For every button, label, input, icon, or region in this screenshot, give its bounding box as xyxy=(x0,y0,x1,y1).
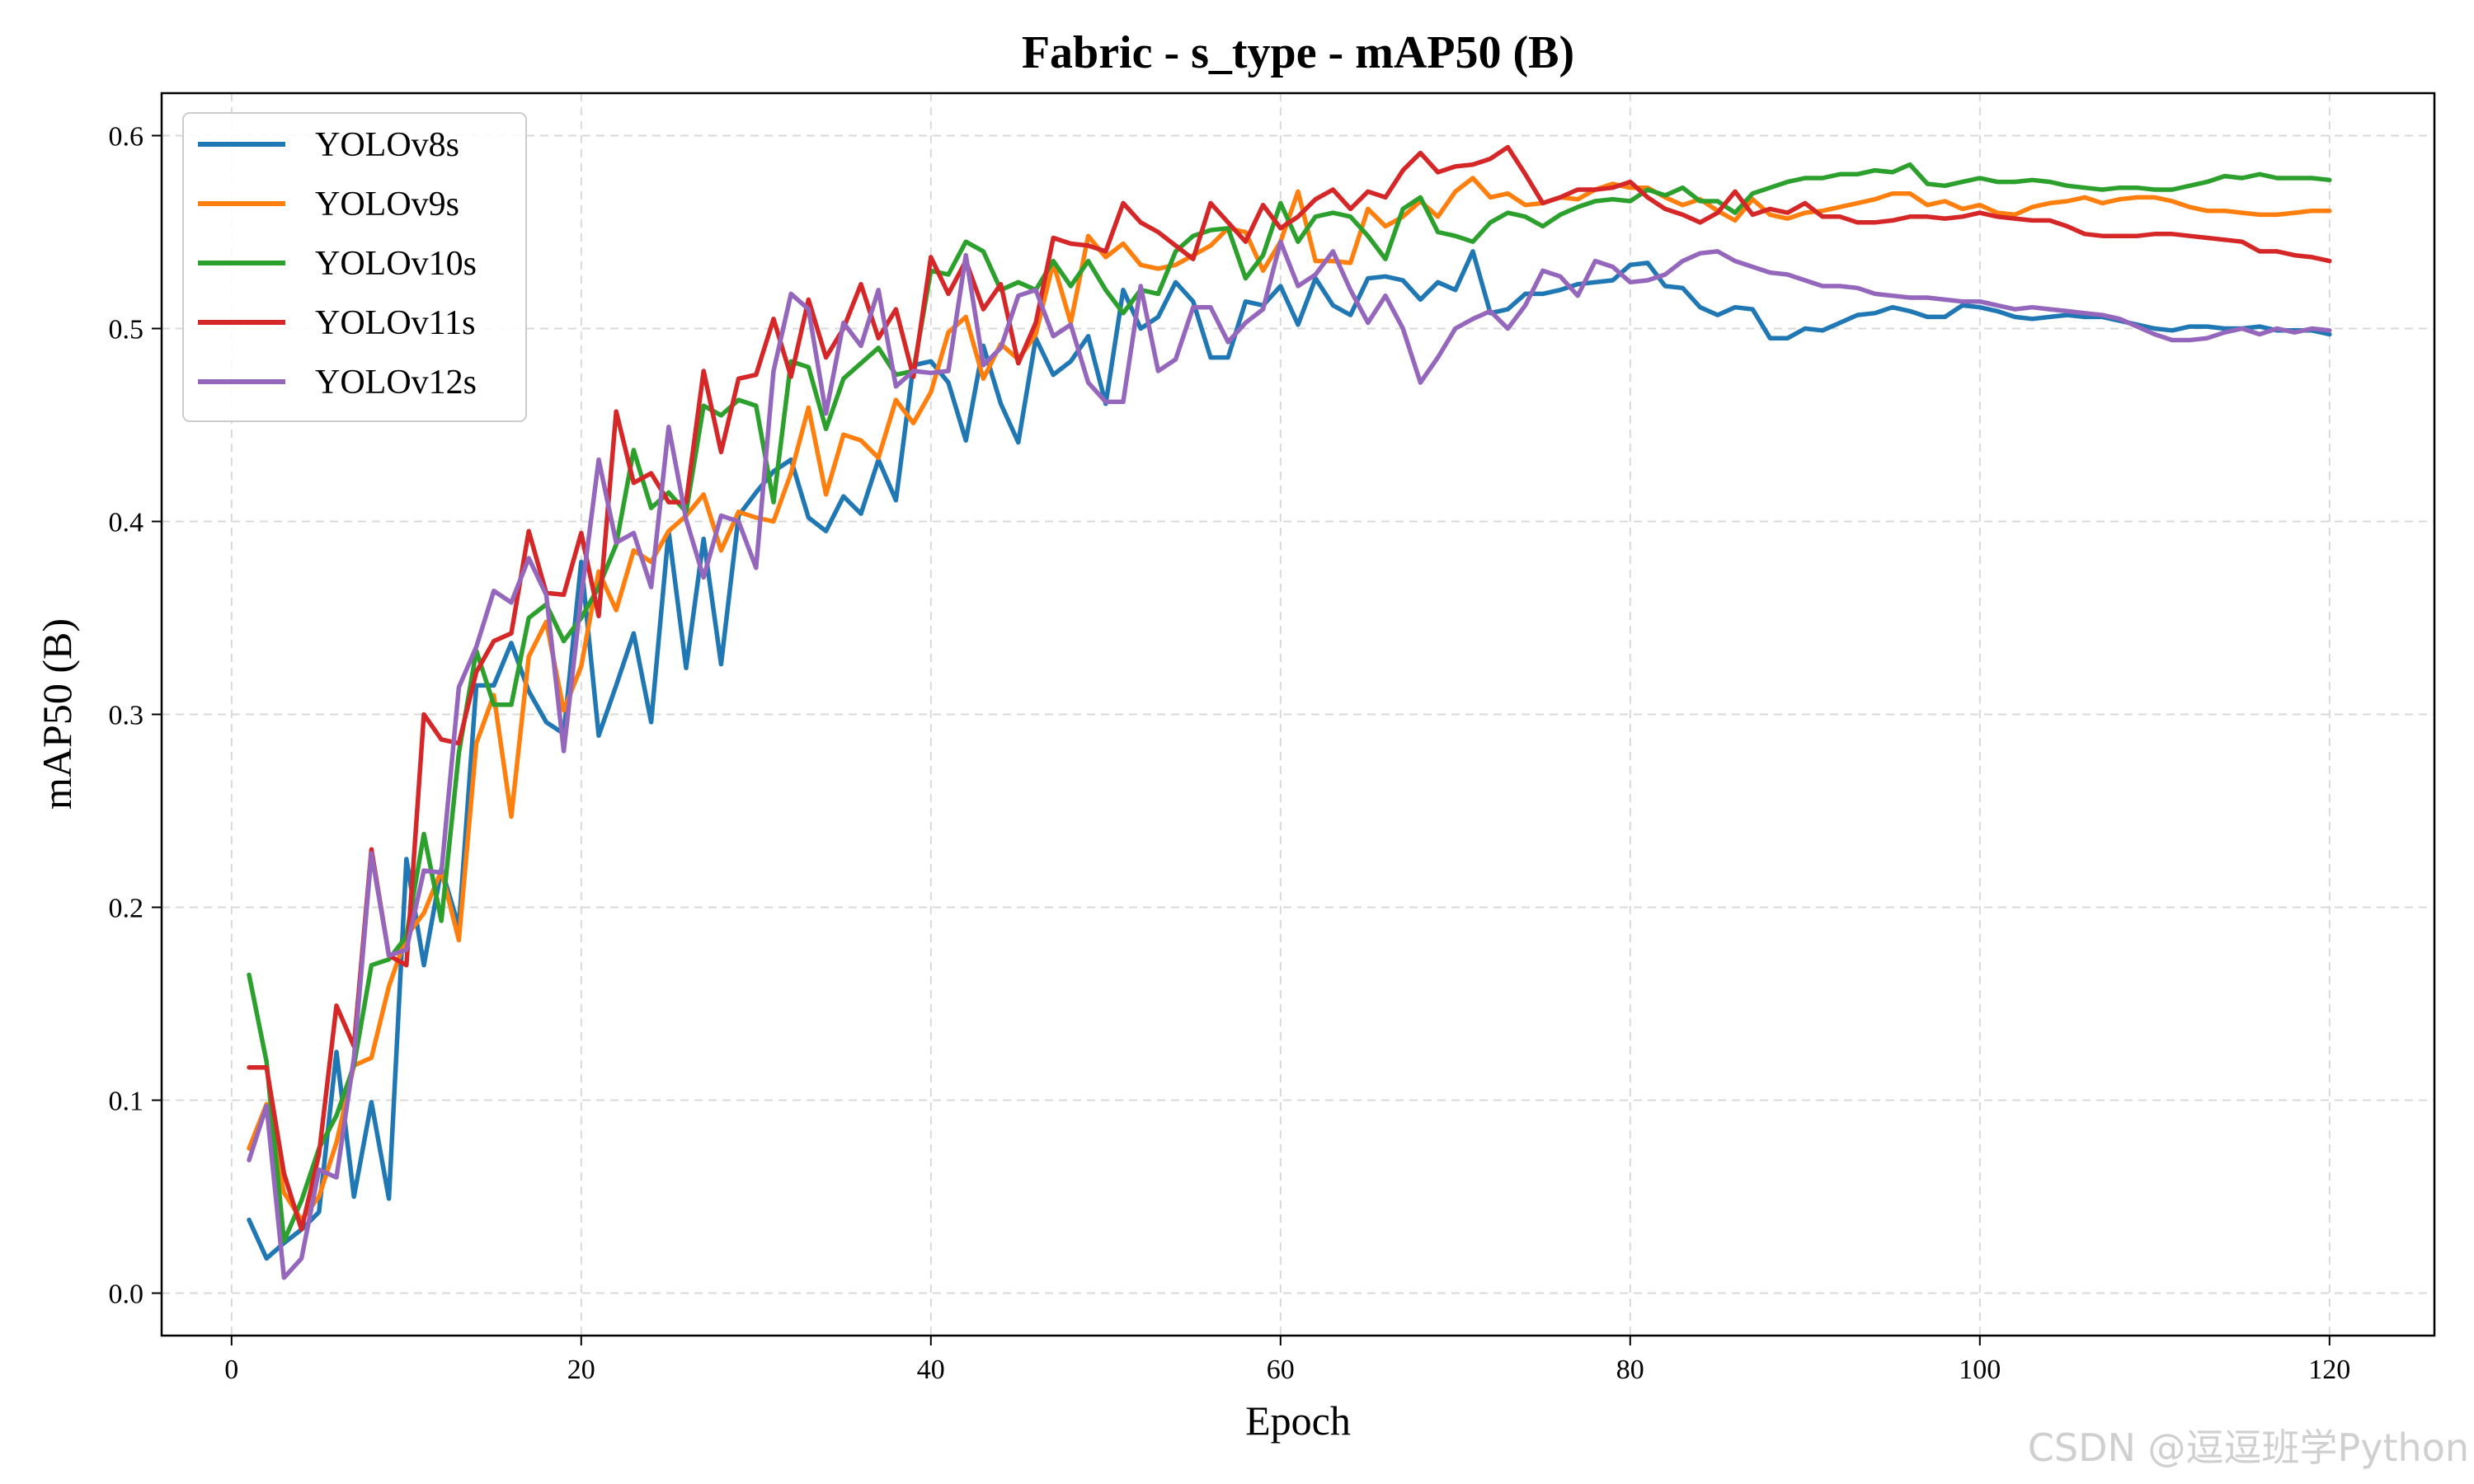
x-tick-label: 100 xyxy=(1959,1355,2001,1385)
legend-label-yolov11s: YOLOv11s xyxy=(315,304,475,342)
y-tick-label: 0.1 xyxy=(109,1087,144,1117)
y-tick-label: 0.0 xyxy=(109,1280,144,1310)
chart-title: Fabric - s_type - mAP50 (B) xyxy=(1022,27,1574,78)
y-tick-label: 0.5 xyxy=(109,314,144,345)
legend-label-yolov10s: YOLOv10s xyxy=(315,245,477,283)
x-tick-label: 40 xyxy=(917,1355,945,1385)
x-tick-label: 20 xyxy=(567,1355,595,1385)
x-axis-label: Epoch xyxy=(1245,1397,1351,1444)
legend-label-yolov12s: YOLOv12s xyxy=(315,364,477,402)
series-line-yolov8s xyxy=(247,249,2332,1261)
x-tick-label: 80 xyxy=(1616,1355,1644,1385)
series-line-yolov9s xyxy=(247,176,2332,1223)
x-tick-label: 0 xyxy=(224,1355,238,1385)
watermark: CSDN @逗逗班学Python xyxy=(2027,1425,2469,1470)
series-line-yolov12s xyxy=(247,239,2332,1280)
legend-label-yolov8s: YOLOv8s xyxy=(315,126,459,164)
series-line-yolov11s xyxy=(247,144,2332,1233)
x-tick-label: 60 xyxy=(1267,1355,1295,1385)
y-tick-label: 0.6 xyxy=(109,121,144,152)
legend-label-yolov9s: YOLOv9s xyxy=(315,186,459,223)
legend: YOLOv8s YOLOv9s YOLOv10s YOLOv11s YOLOv12s xyxy=(182,112,527,422)
y-tick-label: 0.2 xyxy=(109,894,144,924)
y-tick-label: 0.3 xyxy=(109,701,144,731)
y-tick-label: 0.4 xyxy=(109,507,144,538)
legend-box xyxy=(182,112,527,422)
series-lines xyxy=(247,144,2332,1280)
axis-ticks: 0 20 40 60 80 100 120 0.0 0.1 0.2 0.3 0.4 0.5 0.6 xyxy=(109,121,2351,1385)
x-tick-label: 120 xyxy=(2308,1355,2350,1385)
y-axis-label: mAP50 (B) xyxy=(34,618,80,810)
